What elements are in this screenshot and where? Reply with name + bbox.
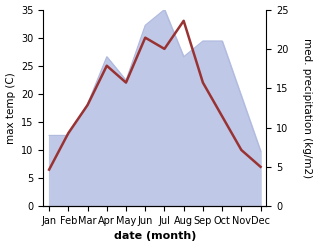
X-axis label: date (month): date (month) [114, 231, 196, 242]
Y-axis label: max temp (C): max temp (C) [5, 72, 16, 144]
Y-axis label: med. precipitation (kg/m2): med. precipitation (kg/m2) [302, 38, 313, 178]
